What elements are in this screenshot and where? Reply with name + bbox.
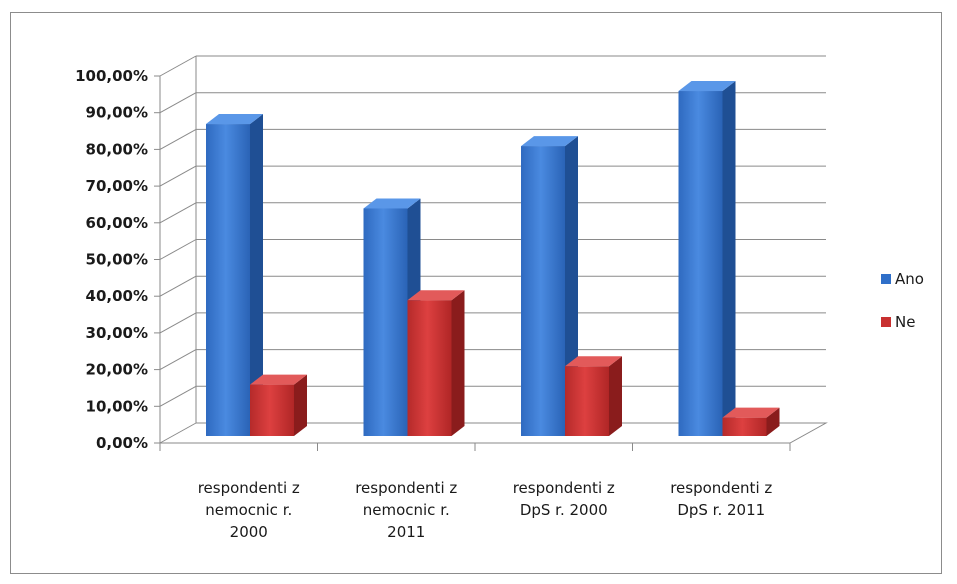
bar-top (521, 136, 578, 147)
bar-side (766, 407, 780, 436)
gridline-diagonal (159, 202, 197, 224)
bar-ne-3 (565, 366, 609, 436)
gridline-diagonal (159, 275, 197, 297)
gridline-diagonal (159, 55, 197, 77)
bar-top (678, 81, 736, 92)
bar-ano-2 (363, 208, 408, 436)
y-tick-label: 40,00% (86, 287, 148, 305)
bar-ne-1 (250, 384, 294, 436)
x-axis-category-labels: respondenti z nemocnic r. 2000 respondenti … (198, 479, 773, 541)
bar-side (722, 81, 736, 437)
gridline-diagonal (159, 128, 197, 150)
x-category-label: respondenti z nemocnic r. 2000 (198, 479, 300, 541)
bar-ano-3 (521, 146, 565, 436)
y-tick-label: 70,00% (86, 177, 148, 195)
y-tick-label: 0,00% (96, 434, 148, 452)
x-category-label: respondenti z DpS r. 2011 (670, 479, 772, 519)
bar-ne-2 (407, 300, 452, 436)
y-tick-label: 30,00% (86, 324, 148, 342)
legend-swatch-ano (881, 274, 891, 284)
bar-ano-1 (206, 124, 250, 437)
bar-ne-4 (722, 417, 767, 436)
y-tick-label: 80,00% (86, 140, 148, 158)
y-tick-label: 10,00% (86, 397, 148, 415)
gridline-diagonal (159, 385, 197, 407)
chart-bars (206, 81, 780, 437)
y-tick-label: 100,00% (75, 67, 148, 85)
chart-legend: Ano Ne (881, 270, 924, 331)
y-tick-label: 90,00% (86, 104, 148, 122)
gridline-diagonal (159, 349, 197, 371)
y-tick-label: 60,00% (86, 214, 148, 232)
gridline-diagonal (159, 92, 197, 114)
gridline-diagonal (159, 312, 197, 334)
bar-side (609, 356, 622, 436)
legend-label-ne: Ne (895, 313, 915, 331)
legend-swatch-ne (881, 317, 891, 327)
y-tick-label: 50,00% (86, 251, 148, 269)
bar-side (451, 290, 465, 436)
bar-top (363, 198, 421, 209)
gridline-diagonal (159, 422, 197, 444)
bar-side (294, 374, 307, 436)
gridline-diagonal (159, 165, 197, 187)
bar-top (722, 407, 780, 418)
bar-side (250, 114, 263, 437)
bar-top (206, 114, 263, 125)
y-axis-tick-labels: 0,00% 10,00% 20,00% 30,00% 40,00% 50,00% 60,00… (75, 67, 148, 452)
bar-top (250, 374, 307, 385)
bar-top (407, 290, 465, 301)
bar-top (565, 356, 622, 367)
x-category-label: respondenti z DpS r. 2000 (513, 479, 615, 519)
bar-ano-4 (678, 91, 723, 437)
y-tick-label: 20,00% (86, 361, 148, 379)
x-category-label: respondenti z nemocnic r. 2011 (355, 479, 457, 541)
legend-label-ano: Ano (895, 270, 924, 288)
gridline-diagonal (159, 239, 197, 260)
